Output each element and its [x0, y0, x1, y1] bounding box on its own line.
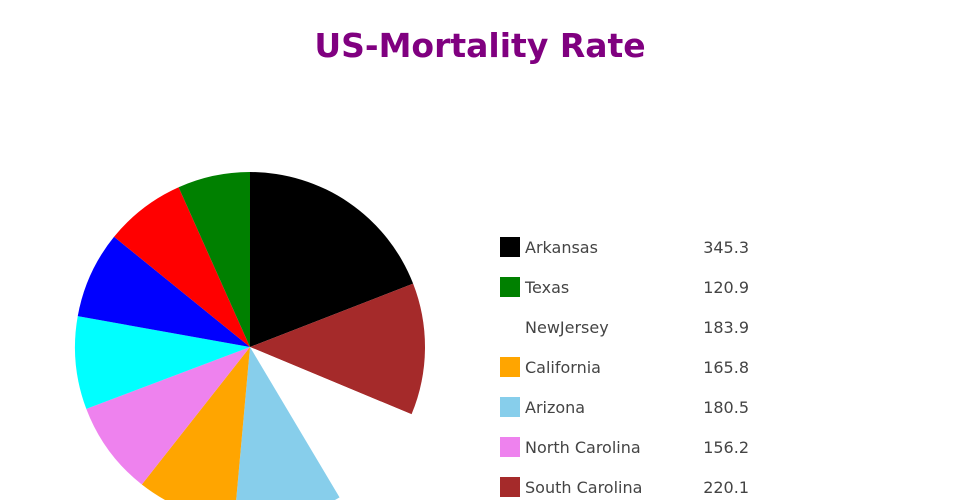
- legend-value: 165.8: [703, 358, 749, 377]
- legend-item[interactable]: Arkansas 345.3: [500, 237, 749, 257]
- pie-slice-arkansas[interactable]: [250, 172, 414, 347]
- legend: Arkansas 345.3 Texas 120.9 NewJersey 183.9 Cal…: [500, 237, 749, 497]
- legend-label: Arkansas: [525, 238, 598, 257]
- legend-value: 220.1: [703, 478, 749, 497]
- legend-label: NewJersey: [525, 318, 609, 337]
- legend-value: 180.5: [703, 398, 749, 417]
- pie-slice-6[interactable]: [75, 316, 250, 409]
- pie-slice-texas[interactable]: [178, 172, 250, 347]
- pie-slice-south-carolina[interactable]: [250, 283, 425, 415]
- legend-item[interactable]: Texas 120.9: [500, 277, 749, 297]
- legend-value: 120.9: [703, 278, 749, 297]
- pie-slice-arizona[interactable]: [234, 347, 340, 500]
- legend-label: Arizona: [525, 398, 585, 417]
- pie-slices: [75, 172, 425, 500]
- legend-item[interactable]: Arizona 180.5: [500, 397, 749, 417]
- legend-label: California: [525, 358, 601, 377]
- legend-swatch: [500, 277, 520, 297]
- chart-title: US-Mortality Rate: [314, 26, 646, 65]
- legend-swatch: [500, 397, 520, 417]
- pie-slice-7[interactable]: [77, 236, 250, 347]
- legend-label: Texas: [524, 278, 569, 297]
- pie-slice-california[interactable]: [141, 347, 250, 500]
- legend-swatch: [500, 477, 520, 497]
- pie-slice-8[interactable]: [114, 187, 250, 347]
- legend-swatch: [500, 437, 520, 457]
- legend-label: South Carolina: [525, 478, 642, 497]
- legend-value: 345.3: [703, 238, 749, 257]
- legend-label: North Carolina: [525, 438, 641, 457]
- legend-value: 183.9: [703, 318, 749, 337]
- pie-slice-north-carolina[interactable]: [86, 347, 250, 485]
- legend-swatch: [500, 357, 520, 377]
- legend-swatch: [500, 317, 520, 337]
- legend-item[interactable]: North Carolina 156.2: [500, 437, 749, 457]
- legend-swatch: [500, 237, 520, 257]
- legend-item[interactable]: California 165.8: [500, 357, 749, 377]
- legend-item[interactable]: NewJersey 183.9: [500, 317, 749, 337]
- pie-slice-newjersey[interactable]: [250, 347, 412, 498]
- legend-item[interactable]: South Carolina 220.1: [500, 477, 749, 497]
- legend-value: 156.2: [703, 438, 749, 457]
